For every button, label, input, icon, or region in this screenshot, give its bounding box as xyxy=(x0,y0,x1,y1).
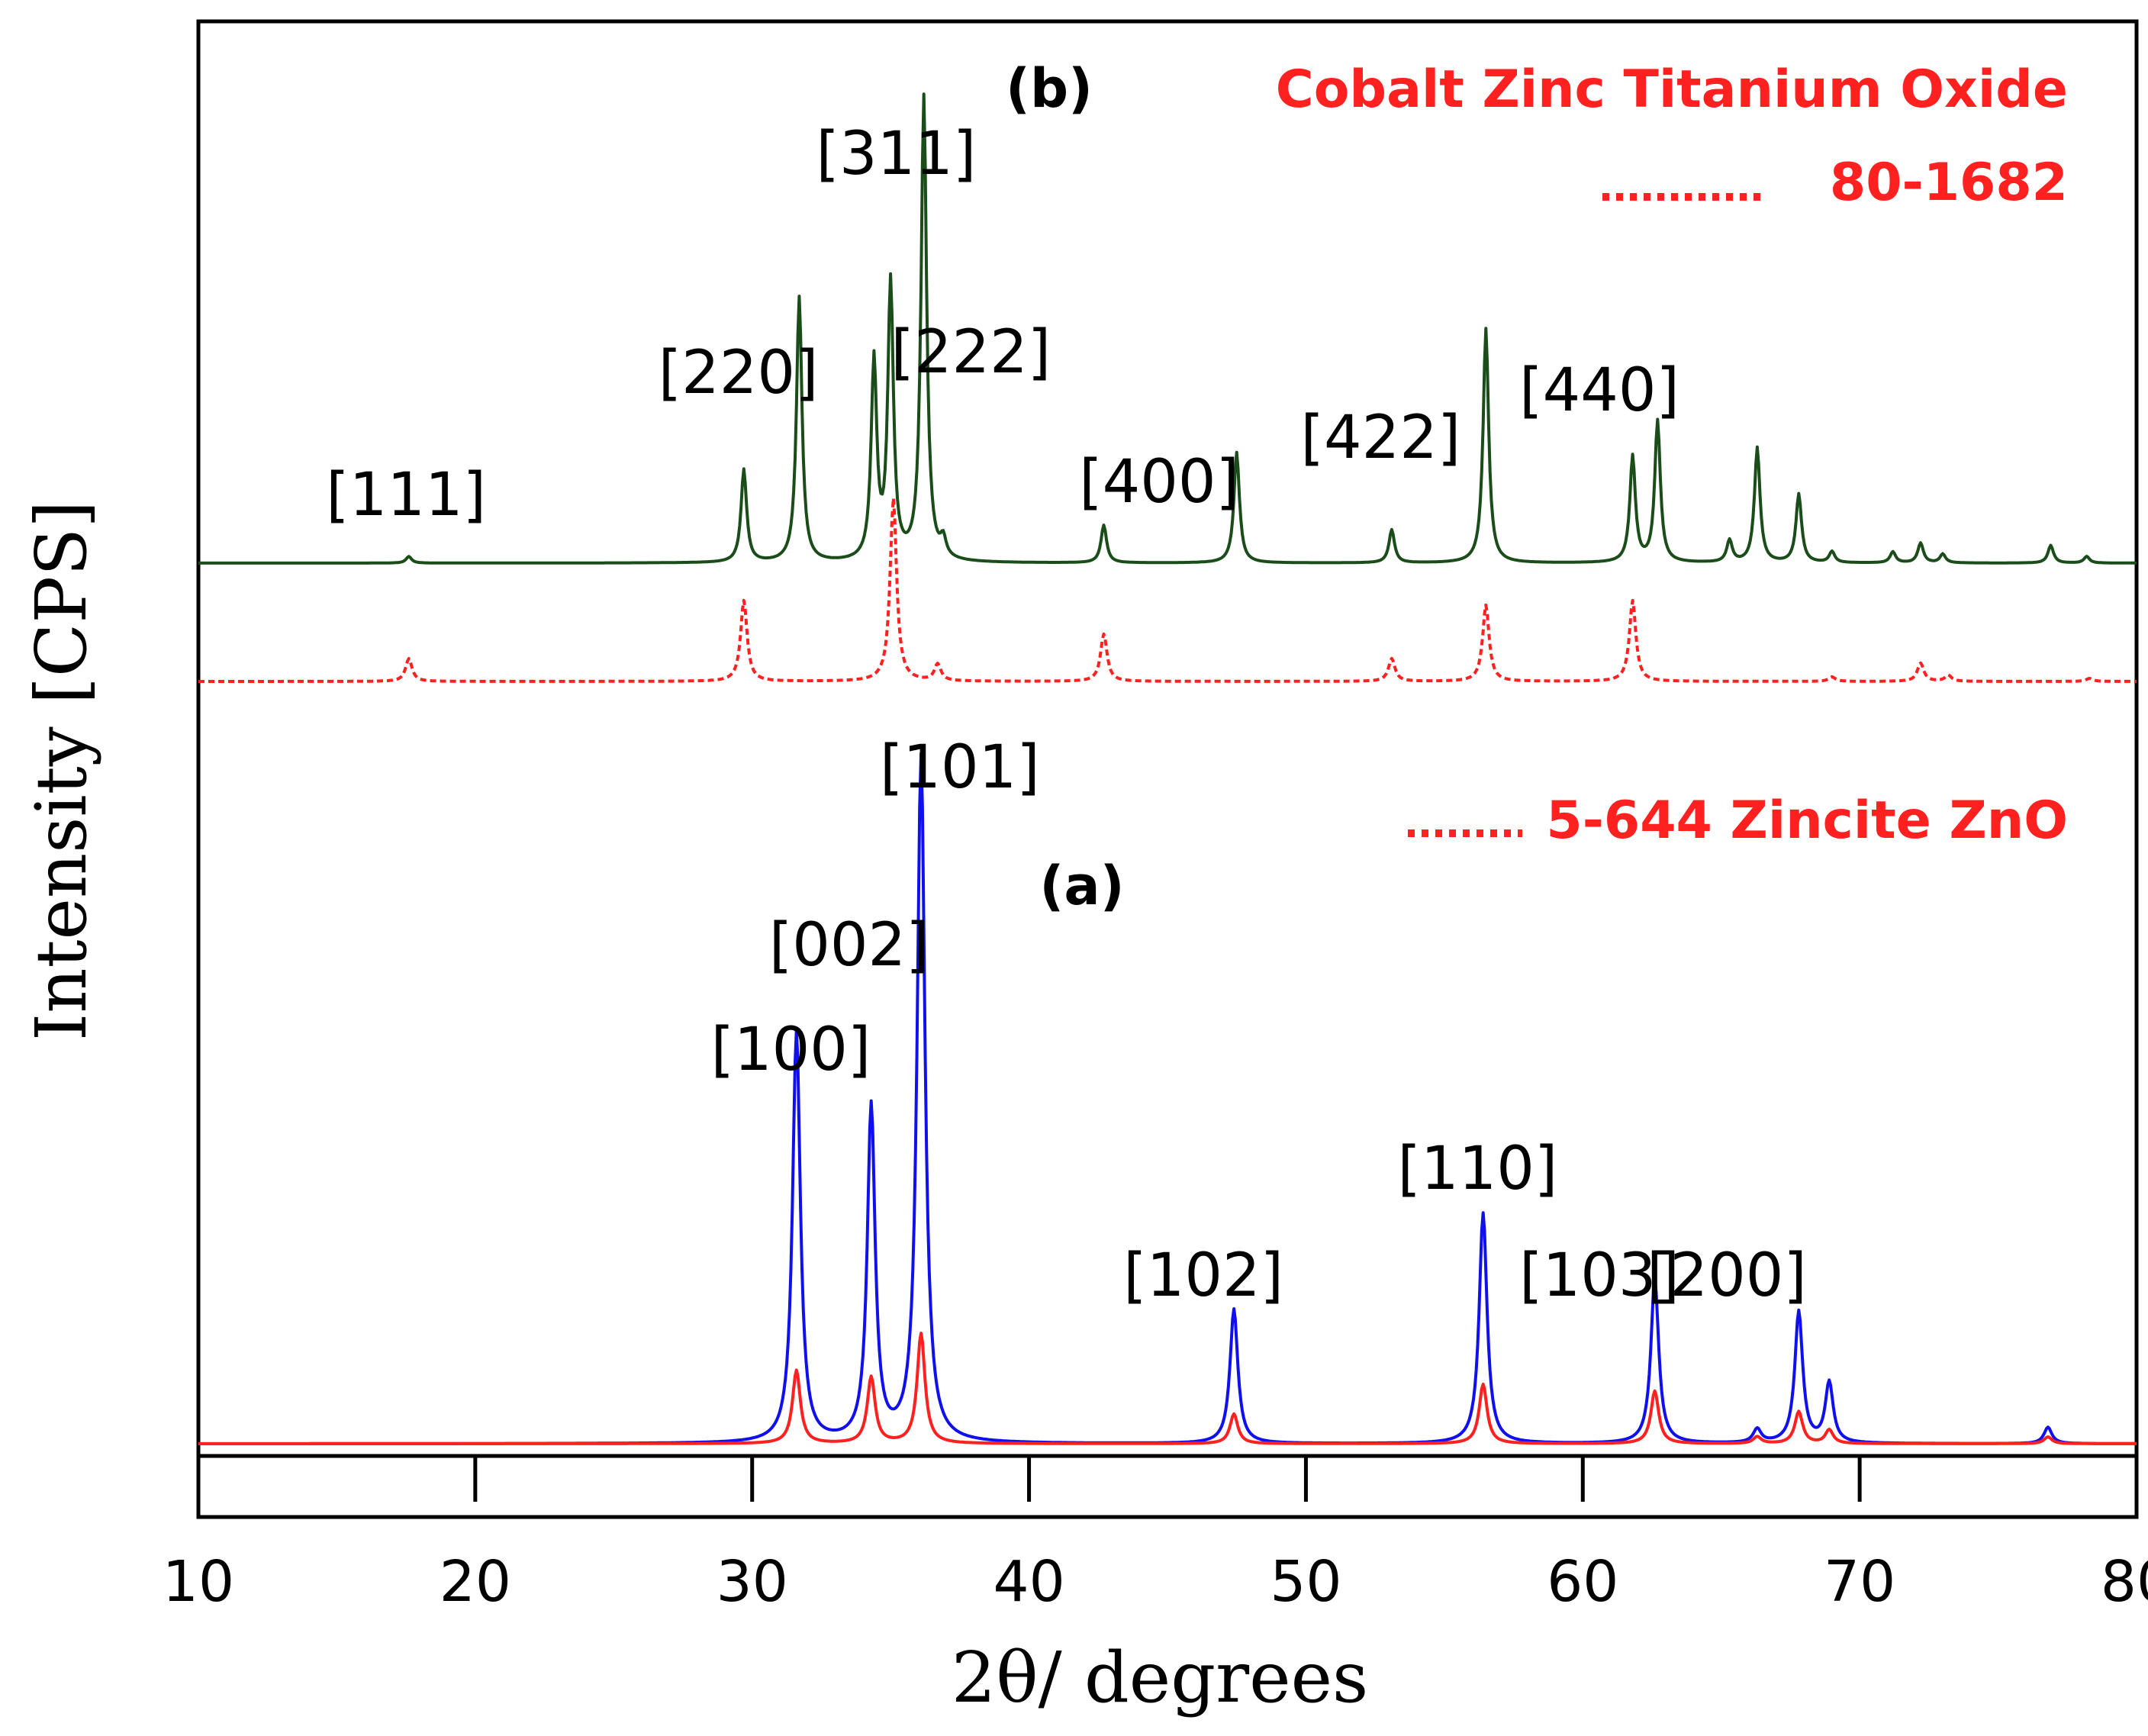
x-tick-label: 10 xyxy=(163,1549,234,1615)
peak-label: [103] xyxy=(1519,1242,1679,1310)
peak-label: [440] xyxy=(1519,356,1679,425)
x-axis-title: 2θ/ degrees xyxy=(952,1637,1368,1718)
peak-label: [110] xyxy=(1398,1135,1558,1203)
peak-label: [422] xyxy=(1301,404,1461,472)
peak-label: [100] xyxy=(711,1016,871,1084)
peak-label: [111] xyxy=(326,461,486,530)
peak-label: [200] xyxy=(1647,1242,1807,1310)
x-tick-label: 60 xyxy=(1547,1549,1618,1615)
x-axis-ticks: 10 20 30 40 50 60 70 80 xyxy=(163,1456,2148,1615)
x-tick-label: 30 xyxy=(717,1549,788,1615)
y-axis-title: Intensity [CPS] xyxy=(21,501,102,1041)
legend-entry-a: 5-644 Zincite ZnO xyxy=(1546,791,2068,851)
panel-label-b: (b) xyxy=(1006,57,1093,120)
plot-frame xyxy=(196,19,2139,1519)
x-tick-label: 80 xyxy=(2101,1549,2148,1615)
peak-label: [102] xyxy=(1123,1242,1283,1310)
x-tick-label: 50 xyxy=(1270,1549,1341,1615)
series-sample_a xyxy=(198,752,2137,1445)
x-tick-label: 20 xyxy=(440,1549,511,1615)
xrd-traces xyxy=(198,92,2137,1445)
series-sample_b xyxy=(198,92,2137,565)
peak-labels: [111] [220] [311] [222] [400] [422] [440] [100]… xyxy=(326,120,1807,1310)
peak-label: [220] xyxy=(659,339,819,407)
series-ref_b xyxy=(198,496,2137,683)
legend-entry-b: 80-1682 xyxy=(1830,153,2068,213)
peak-label: [101] xyxy=(880,733,1040,802)
panel-label-a: (a) xyxy=(1039,855,1124,917)
peak-label: [311] xyxy=(816,120,977,188)
legend-title-b: Cobalt Zinc Titanium Oxide xyxy=(1276,60,2068,120)
x-tick-label: 70 xyxy=(1824,1549,1895,1615)
peak-label: [222] xyxy=(890,318,1051,387)
peak-label: [400] xyxy=(1079,448,1239,517)
series-ref_a xyxy=(198,1332,2137,1445)
x-tick-label: 40 xyxy=(993,1549,1064,1615)
peak-label: [002] xyxy=(769,911,929,980)
